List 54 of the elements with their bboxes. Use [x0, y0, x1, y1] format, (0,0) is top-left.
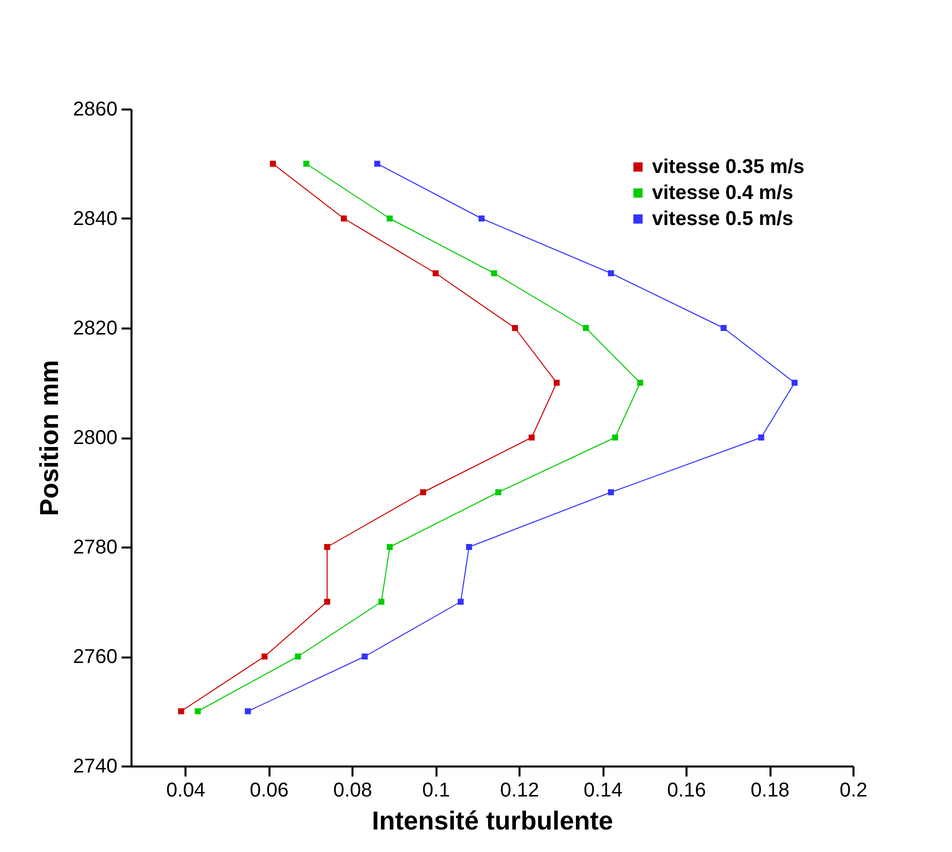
point: [362, 654, 368, 660]
point: [582, 325, 589, 331]
point: [612, 434, 618, 440]
x-tick-label: 0.08: [333, 780, 372, 802]
y-tick-label: 2840: [73, 208, 118, 230]
point: [294, 654, 301, 660]
point: [270, 160, 276, 167]
point: [386, 544, 393, 550]
point: [458, 598, 464, 605]
x-tick-label: 0.2: [840, 780, 868, 802]
x-tick-label: 0.14: [584, 780, 623, 802]
x-tick-label: 0.16: [667, 780, 706, 802]
point: [194, 708, 201, 714]
point: [758, 434, 764, 440]
point: [340, 216, 347, 222]
point: [554, 380, 560, 386]
point: [495, 489, 502, 496]
point: [792, 380, 798, 386]
legend-label: vitesse 0.35 m/s: [652, 156, 804, 178]
y-axis-title: Position mm: [34, 360, 64, 516]
point: [528, 434, 535, 440]
point: [608, 489, 614, 496]
point: [178, 708, 184, 714]
point: [420, 489, 426, 496]
y-tick-label: 2780: [73, 536, 118, 558]
legend-label: vitesse 0.4 m/s: [652, 182, 794, 204]
x-tick-label: 0.18: [750, 780, 790, 802]
legend-label: vitesse 0.5 m/s: [652, 208, 794, 230]
point: [637, 380, 644, 386]
y-tick-label: 2760: [73, 646, 118, 668]
y-tick-label: 2860: [73, 98, 118, 120]
x-tick-label: 0.06: [250, 780, 289, 802]
y-tick-label: 2740: [73, 756, 118, 778]
point: [491, 270, 498, 276]
point: [324, 544, 330, 550]
point: [386, 216, 393, 222]
point: [244, 708, 251, 714]
x-tick-label: 0.04: [166, 780, 206, 802]
x-tick-label: 0.12: [500, 780, 540, 802]
x-tick-label: 0.1: [422, 780, 450, 802]
point: [432, 270, 439, 276]
y-tick-label: 2820: [73, 318, 118, 340]
point: [608, 270, 614, 276]
point: [324, 598, 330, 605]
point: [262, 654, 268, 660]
point: [303, 160, 310, 167]
point: [478, 216, 485, 222]
x-axis-title: Intensité turbulente: [372, 806, 614, 836]
point: [512, 325, 518, 331]
point: [374, 160, 380, 167]
point: [720, 325, 727, 331]
y-tick-label: 2800: [73, 427, 118, 449]
point: [378, 598, 384, 605]
point: [466, 544, 472, 550]
